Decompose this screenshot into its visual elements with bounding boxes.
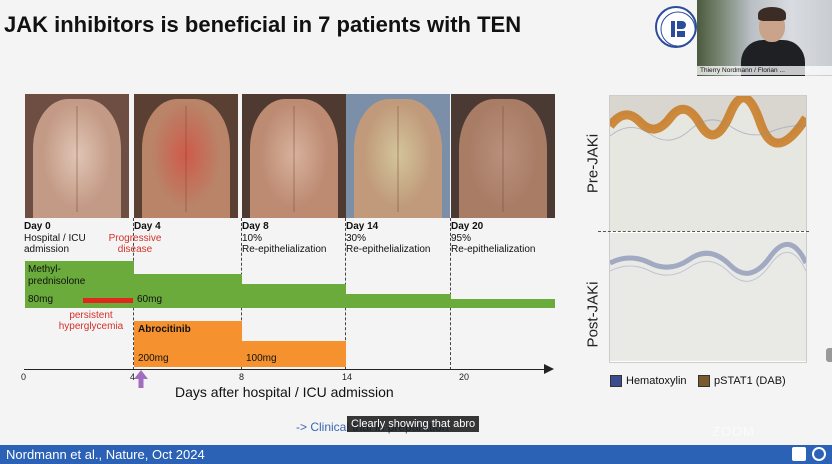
pre-jaki-label: Pre-JAKi — [584, 133, 602, 194]
live-caption: Clearly showing that abro — [347, 416, 480, 432]
tick-20: 20 — [459, 372, 470, 382]
legend-swatch-hematoxylin — [610, 375, 622, 387]
histology-pre-jaki — [610, 96, 806, 231]
patient-photo-day14 — [346, 94, 450, 218]
tick-14: 14 — [342, 372, 353, 382]
tick-4: 4 — [130, 372, 136, 382]
legend-pstat1: pSTAT1 (DAB) — [714, 375, 786, 387]
slide-title: JAK inhibitors is beneficial in 7 patien… — [4, 12, 522, 37]
histology-post-jaki — [610, 233, 806, 361]
footer-logo-icon — [792, 447, 806, 461]
patient-photo-day8 — [242, 94, 346, 218]
patient-photo-day20 — [451, 94, 555, 218]
abrocitinib-label: Abrocitinib — [138, 324, 191, 335]
day8-description: 10% Re-epithelialization — [242, 233, 327, 255]
day14-description: 30% Re-epithelialization — [346, 233, 431, 255]
tick-8: 8 — [239, 372, 245, 382]
legend-swatch-pstat1 — [698, 375, 710, 387]
abrocitinib-bar-200mg — [134, 321, 242, 367]
panel-resize-handle[interactable] — [826, 348, 832, 362]
abrocitinib-dose-200: 200mg — [138, 353, 169, 364]
tick-0: 0 — [21, 372, 27, 382]
x-axis-line — [24, 369, 546, 370]
hyperglycemia-bar — [83, 298, 133, 303]
methylprednisolone-dose-80: 80mg — [28, 294, 54, 305]
day20-description: 95% Re-epithelialization — [451, 233, 536, 255]
day-label-20: Day 20 — [451, 221, 484, 232]
footer-circle-icon — [812, 447, 826, 461]
slide-footer: Nordmann et al., Nature, Oct 2024 — [0, 445, 832, 464]
day-label-0: Day 0 — [24, 221, 51, 232]
citation: Nordmann et al., Nature, Oct 2024 — [6, 447, 205, 462]
methylprednisolone-bar-60mg — [134, 274, 242, 308]
x-axis-arrow — [544, 364, 554, 374]
day-label-4: Day 4 — [134, 221, 161, 232]
abrocitinib-bar-100mg — [242, 341, 346, 367]
post-jaki-label: Post-JAKi — [584, 281, 602, 348]
x-axis-title: Days after hospital / ICU admission — [175, 384, 394, 400]
day-label-8: Day 8 — [242, 221, 269, 232]
zoom-watermark: ZOOM — [712, 424, 755, 439]
abrocitinib-dose-100: 100mg — [246, 353, 277, 364]
legend-hematoxylin: Hematoxylin — [626, 375, 687, 387]
patient-photo-day4 — [134, 94, 238, 218]
methylprednisolone-bar-taper1 — [242, 284, 346, 308]
webcam-video: Thierry Nordmann / Florian ... — [697, 0, 832, 76]
day-label-14: Day 14 — [346, 221, 379, 232]
hyperglycemia-label: persistent hyperglycemia — [58, 310, 124, 332]
day4-description: Progressive disease — [108, 233, 162, 255]
arrow-up-icon — [134, 370, 148, 388]
methylprednisolone-label: Methyl- prednisolone — [28, 264, 86, 287]
patient-photo-day0 — [25, 94, 129, 218]
methylprednisolone-dose-60: 60mg — [137, 294, 163, 305]
methylprednisolone-bar-taper2 — [346, 294, 451, 308]
university-logo — [655, 6, 697, 48]
participant-name: Thierry Nordmann / Florian ... — [697, 66, 832, 75]
day0-description: Hospital / ICU admission — [24, 233, 86, 255]
methylprednisolone-bar-taper3 — [451, 299, 555, 308]
histology-divider — [598, 231, 809, 232]
